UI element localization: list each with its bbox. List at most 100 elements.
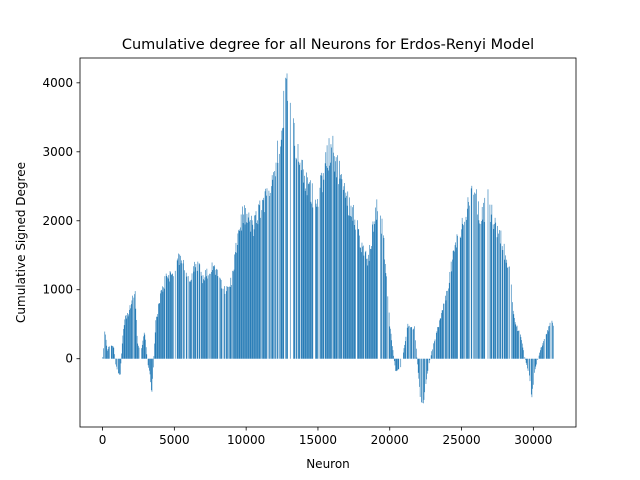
bar <box>107 349 109 359</box>
bar <box>348 215 350 359</box>
bar <box>172 276 174 359</box>
bar <box>168 275 170 359</box>
bar <box>503 243 505 359</box>
bar <box>527 358 529 371</box>
bar <box>383 237 385 359</box>
bar <box>132 295 133 359</box>
bar <box>334 171 336 359</box>
bar <box>308 184 310 359</box>
bar <box>249 219 251 359</box>
bar <box>361 242 363 359</box>
bar <box>137 343 139 359</box>
y-axis-label: Cumulative Signed Degree <box>14 162 28 323</box>
bar <box>185 272 187 359</box>
bar <box>446 290 448 359</box>
bar <box>105 334 106 359</box>
bar <box>336 177 338 359</box>
chart-title: Cumulative degree for all Neurons for Er… <box>122 37 534 53</box>
bar <box>542 343 544 359</box>
bar <box>159 303 161 359</box>
bar <box>266 195 267 359</box>
bar <box>439 318 441 359</box>
bar <box>538 355 540 359</box>
bar <box>125 315 127 359</box>
bar <box>350 215 351 359</box>
bar <box>147 358 149 366</box>
bar <box>361 252 362 359</box>
bar <box>373 224 375 359</box>
bar <box>529 358 530 376</box>
bar <box>323 179 325 359</box>
bar <box>242 206 243 359</box>
bar <box>390 333 392 359</box>
bar <box>427 358 429 371</box>
bar <box>512 310 514 359</box>
bar <box>209 273 210 359</box>
bar <box>552 325 554 359</box>
bar <box>207 275 209 359</box>
bar <box>123 328 124 359</box>
bar <box>391 340 392 359</box>
bar <box>549 325 550 359</box>
bar <box>244 205 245 359</box>
bar <box>299 162 301 359</box>
bar <box>123 325 125 359</box>
y-axis-ticks: 0 1000 2000 3000 4000 <box>42 76 80 366</box>
bar <box>155 320 157 359</box>
bar <box>539 352 540 359</box>
bar <box>390 328 391 359</box>
bar <box>217 276 219 359</box>
bar <box>520 337 522 359</box>
bar <box>104 331 106 359</box>
x-tick-label: 0 <box>99 433 107 447</box>
bar <box>370 249 372 359</box>
bar <box>396 358 398 371</box>
bar <box>251 220 253 359</box>
bar <box>543 339 545 359</box>
bar <box>141 348 142 359</box>
bar <box>214 265 215 359</box>
bar <box>286 78 287 359</box>
bar <box>238 230 239 359</box>
bar <box>495 222 497 359</box>
bar <box>398 358 400 370</box>
bar <box>225 291 227 359</box>
bar <box>212 270 213 359</box>
bar <box>216 268 217 359</box>
bar <box>535 358 537 367</box>
bar <box>505 255 506 359</box>
bar <box>333 152 334 359</box>
bar <box>280 139 282 359</box>
bar <box>455 242 456 359</box>
bar <box>507 266 509 359</box>
bar <box>341 174 342 359</box>
bar <box>178 264 180 359</box>
bar <box>551 320 553 359</box>
bar <box>258 204 259 359</box>
bar <box>255 211 257 359</box>
bar <box>357 220 358 359</box>
bar <box>112 346 114 359</box>
bar <box>304 175 305 359</box>
bar <box>151 358 153 392</box>
bar <box>293 118 294 359</box>
bar <box>235 252 236 359</box>
x-tick-label: 20000 <box>371 433 409 447</box>
bar <box>493 228 495 359</box>
bar <box>431 351 433 359</box>
bar <box>387 296 389 359</box>
bar <box>372 221 374 359</box>
bar <box>428 358 430 364</box>
bar <box>180 263 182 359</box>
bar <box>328 170 329 359</box>
bar <box>338 184 340 359</box>
bar <box>333 156 335 359</box>
bar <box>423 358 425 400</box>
bar <box>164 276 166 359</box>
bar <box>351 207 353 359</box>
bar <box>158 304 159 359</box>
bar <box>125 315 126 359</box>
bar <box>342 189 344 359</box>
bar <box>163 288 165 359</box>
